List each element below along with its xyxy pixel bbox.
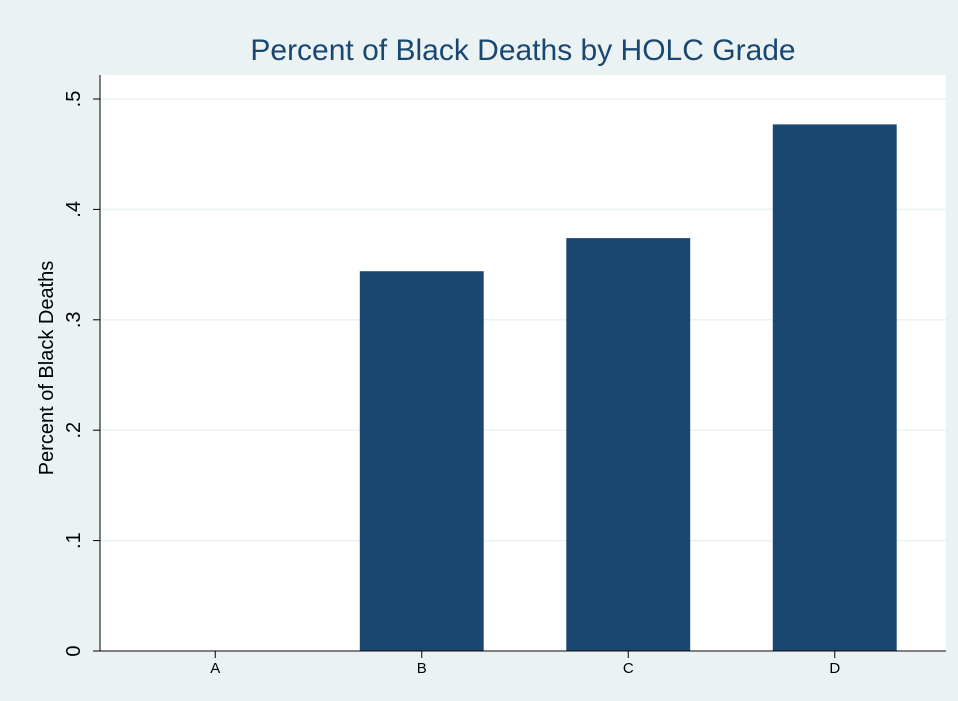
bars <box>359 124 897 652</box>
x-tick-label-b: B <box>417 660 427 677</box>
bar-d <box>772 124 897 652</box>
bar-b <box>359 271 484 651</box>
y-tick-label: 0 <box>63 645 85 656</box>
y-tick-label: .2 <box>63 422 85 439</box>
y-tick-label: .3 <box>63 311 85 328</box>
y-tick-label: .5 <box>63 91 85 108</box>
x-ticks: A B C D <box>210 651 840 677</box>
y-tick-label: .1 <box>63 532 85 549</box>
y-tick-label: .4 <box>63 201 85 218</box>
bar-c <box>566 238 691 651</box>
x-tick-label-d: D <box>829 660 840 677</box>
x-tick-label-a: A <box>210 660 220 677</box>
x-tick-label-c: C <box>623 660 634 677</box>
y-ticks: 0 .1 .2 .3 .4 .5 <box>63 91 100 657</box>
axes <box>99 75 946 652</box>
y-axis-title: Percent of Black Deaths <box>36 261 58 476</box>
chart-title: Percent of Black Deaths by HOLC Grade <box>250 34 795 67</box>
